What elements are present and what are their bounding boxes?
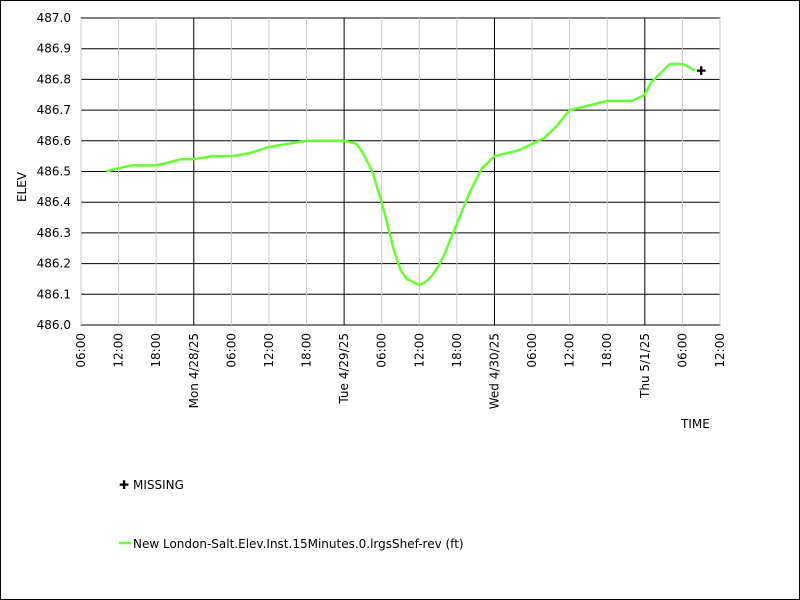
x-tick-label: 18:00: [450, 333, 464, 368]
y-tick-label: 486.3: [37, 226, 71, 240]
x-tick-label: 06:00: [375, 333, 389, 368]
x-tick-label: Mon 4/28/25: [187, 333, 201, 408]
legend: ✚ MISSING New London-Salt.Elev.Inst.15Mi…: [119, 478, 464, 551]
y-tick-label: 486.8: [37, 72, 71, 86]
y-tick-labels: 487.0 486.9 486.8 486.7 486.6 486.5 486.4 486.3…: [37, 11, 71, 332]
x-tick-labels: 06:00 12:00 18:00 Mon 4/28/25 06:00 12:00 18:0…: [74, 333, 727, 409]
series-line: [105, 62, 696, 287]
x-tick-label: 06:00: [525, 333, 539, 368]
x-tick-label: 12:00: [713, 333, 727, 368]
x-tick-label: 06:00: [224, 333, 238, 368]
legend-missing-marker: ✚: [119, 478, 129, 492]
y-tick-label: 486.2: [37, 257, 71, 271]
x-tick-label: Thu 5/1/25: [638, 333, 652, 399]
x-tick-label: 18:00: [300, 333, 314, 368]
x-tick-label: 12:00: [262, 333, 276, 368]
x-tick-label: 12:00: [412, 333, 426, 368]
x-tick-label: 18:00: [600, 333, 614, 368]
y-axis-label: ELEV: [15, 171, 29, 202]
y-tick-label: 486.6: [37, 134, 71, 148]
missing-point-marker: ✚: [696, 64, 706, 78]
x-tick-label: Tue 4/29/25: [337, 333, 351, 405]
y-tick-label: 486.7: [37, 103, 71, 117]
y-tick-label: 486.5: [37, 165, 71, 179]
x-tick-label: 06:00: [675, 333, 689, 368]
x-axis-label: TIME: [680, 417, 710, 431]
legend-series-label: New London-Salt.Elev.Inst.15Minutes.0.lr…: [133, 537, 464, 551]
y-tick-label: 486.9: [37, 42, 71, 56]
y-tick-label: 486.4: [37, 195, 71, 209]
y-tick-label: 486.0: [37, 318, 71, 332]
legend-missing-label: MISSING: [133, 478, 184, 492]
x-tick-label: 12:00: [563, 333, 577, 368]
x-tick-label: 12:00: [112, 333, 126, 368]
x-tick-label: 18:00: [149, 333, 163, 368]
x-tick-label: Wed 4/30/25: [487, 333, 501, 409]
grid: [80, 17, 721, 326]
x-tick-label: 06:00: [74, 333, 88, 368]
y-tick-label: 486.1: [37, 287, 71, 301]
y-tick-label: 487.0: [37, 11, 71, 25]
series-layer: ✚: [105, 62, 706, 287]
